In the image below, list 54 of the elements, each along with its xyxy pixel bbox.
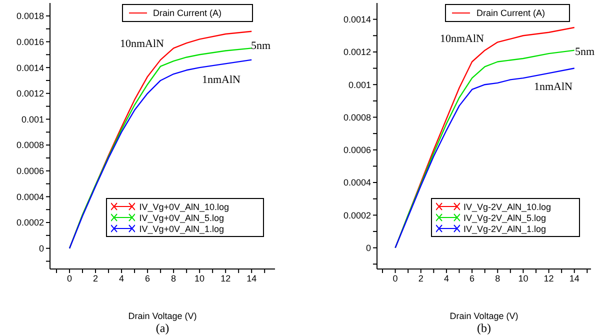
y-tick-label: 0.0018 bbox=[16, 11, 44, 22]
y-tick-label: 0.0014 bbox=[16, 62, 44, 73]
x-tick-label: 4 bbox=[444, 273, 449, 284]
legend-label: IV_Vg-2V_AlN_10.log bbox=[464, 202, 552, 212]
x-tick-label: 0 bbox=[67, 273, 72, 284]
annotation: 5nm bbox=[251, 40, 271, 52]
y-tick-label: 0.0012 bbox=[16, 88, 44, 99]
y-tick-label: 0 bbox=[366, 242, 371, 253]
y-tick-label: 0.0004 bbox=[16, 192, 44, 202]
text: (a) bbox=[154, 321, 170, 335]
x-tick-label: 4 bbox=[119, 273, 124, 284]
x-tick-label: 14 bbox=[246, 273, 257, 284]
y-tick-label: 0.0008 bbox=[343, 112, 371, 122]
x-tick-label: 12 bbox=[220, 273, 231, 284]
label-box: Drain Current (A) bbox=[445, 4, 570, 22]
legend-label: IV_Vg+0V_AlN_5.log bbox=[139, 212, 224, 222]
y-tick-label: 0.0004 bbox=[343, 178, 371, 188]
text: (b) bbox=[476, 321, 492, 335]
y-axis-title: Drain Current (A) bbox=[476, 8, 545, 18]
annotation: 1nmAlN bbox=[202, 74, 240, 86]
x-tick-label: 6 bbox=[470, 273, 475, 284]
x-tick-label: 12 bbox=[544, 273, 554, 284]
y-tick-label: 0.0016 bbox=[16, 36, 44, 47]
x-tick-label: 14 bbox=[569, 273, 580, 284]
annotation: 10nmAlN bbox=[440, 33, 484, 45]
label-box: Drain Current (A) bbox=[122, 4, 252, 22]
legend-label: IV_Vg+0V_AlN_10.log bbox=[139, 202, 230, 212]
legend-label: IV_Vg-2V_AlN_1.log bbox=[464, 224, 546, 234]
x-tick-label: 10 bbox=[518, 273, 528, 284]
y-tick-label: 0.001 bbox=[348, 80, 371, 90]
x-tick-label: 2 bbox=[93, 273, 98, 284]
y-tick-label: 0.0006 bbox=[16, 166, 44, 176]
x-axis-title: Drain Voltage (V) bbox=[448, 311, 520, 321]
y-tick-label: 0.0002 bbox=[343, 210, 371, 220]
x-axis-title: Drain Voltage (V) bbox=[127, 311, 198, 321]
legend-label: IV_Vg-2V_AlN_5.log bbox=[464, 212, 546, 222]
y-tick-label: 0.0012 bbox=[343, 47, 371, 58]
y-axis-title: Drain Current (A) bbox=[153, 8, 222, 18]
x-tick-label: 2 bbox=[418, 273, 424, 284]
x-tick-label: 10 bbox=[194, 273, 205, 284]
y-tick-label: 0.001 bbox=[21, 114, 44, 124]
legend-label: IV_Vg+0V_AlN_1.log bbox=[139, 224, 224, 234]
x-tick-label: 0 bbox=[392, 273, 398, 284]
y-tick-label: 0 bbox=[38, 244, 44, 254]
annotation: 1nmAlN bbox=[534, 81, 572, 93]
annotation: 10nmAlN bbox=[120, 38, 164, 50]
y-tick-label: 0.0002 bbox=[16, 218, 44, 228]
x-tick-label: 6 bbox=[145, 273, 150, 284]
y-tick-label: 0.0006 bbox=[343, 145, 371, 156]
x-tick-label: 8 bbox=[171, 273, 176, 284]
x-tick-label: 8 bbox=[495, 273, 500, 284]
annotation: 5nm bbox=[575, 46, 595, 58]
y-tick-label: 0.0008 bbox=[16, 140, 44, 150]
y-tick-label: 0.0014 bbox=[343, 14, 371, 25]
